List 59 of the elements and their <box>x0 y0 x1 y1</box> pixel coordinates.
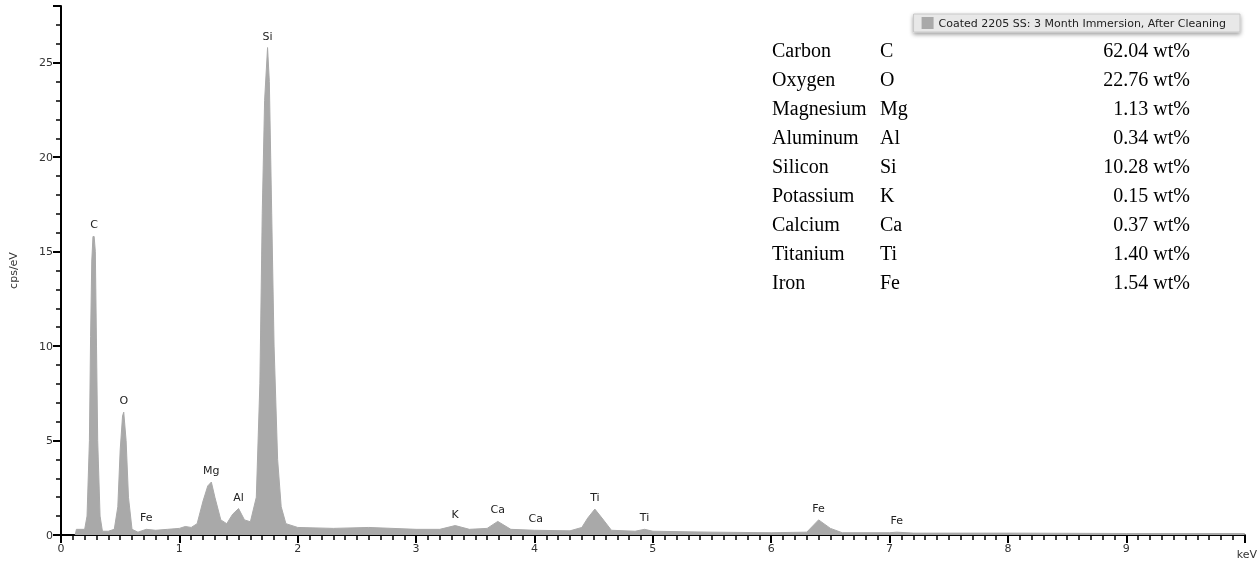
annotation: Ca <box>490 503 506 517</box>
annotation: Ca <box>880 213 903 235</box>
annotation: Potassium <box>772 184 855 206</box>
annotation: Si <box>262 29 273 43</box>
x-axis-title: keV <box>1236 548 1258 561</box>
y-tick-label: 20 <box>39 150 53 164</box>
x-tick-label: 8 <box>1004 542 1012 555</box>
x-tick-label: 2 <box>294 542 302 555</box>
annotation: 1.13 wt% <box>1113 97 1190 119</box>
annotation: Fe <box>880 271 901 293</box>
annotation: O <box>880 68 895 90</box>
y-tick-label: 10 <box>39 339 53 353</box>
annotation: 62.04 wt% <box>1103 39 1190 61</box>
annotation: 10.28 wt% <box>1103 155 1190 177</box>
y-axis-title: cps/eV <box>7 251 20 289</box>
legend-label: Coated 2205 SS: 3 Month Immersion, After Cleaning <box>938 16 1227 30</box>
annotation: Ti <box>638 511 650 525</box>
annotation: Mg <box>880 97 908 120</box>
annotation: Fe <box>812 501 826 515</box>
y-tick-label: 5 <box>46 434 53 448</box>
annotation: Aluminum <box>772 126 860 148</box>
annotation: Oxygen <box>772 68 836 91</box>
annotation: 1.40 wt% <box>1113 242 1190 264</box>
annotation: C <box>90 218 99 232</box>
annotation: Ti <box>589 491 600 505</box>
annotation: Mg <box>203 464 220 478</box>
x-tick-label: 9 <box>1122 542 1130 555</box>
x-tick-label: 1 <box>175 542 183 555</box>
annotation: Ti <box>880 242 898 264</box>
annotation: Iron <box>772 271 806 293</box>
annotation: Al <box>233 490 244 504</box>
annotation: Ca <box>528 512 543 526</box>
y-tick-label: 0 <box>46 528 53 542</box>
annotation: Magnesium <box>772 97 867 120</box>
x-tick-label: 4 <box>530 542 538 555</box>
annotation: O <box>119 394 129 408</box>
x-tick-label: 5 <box>649 542 657 555</box>
annotation: 0.15 wt% <box>1113 184 1190 206</box>
annotation: 0.34 wt% <box>1113 126 1190 148</box>
annotation: 22.76 wt% <box>1103 68 1190 90</box>
x-tick-label: 0 <box>57 542 65 555</box>
annotation: K <box>451 507 460 521</box>
x-tick-label: 6 <box>767 542 775 555</box>
annotation: Al <box>880 126 901 148</box>
annotation: Silicon <box>772 155 829 177</box>
x-tick-label: 7 <box>886 542 894 555</box>
annotation: Fe <box>139 511 153 525</box>
annotation: 1.54 wt% <box>1113 271 1190 293</box>
annotation: Si <box>880 155 898 177</box>
annotation: 0.37 wt% <box>1113 213 1190 235</box>
annotation: Titanium <box>772 242 846 264</box>
y-tick-label: 25 <box>39 56 53 70</box>
annotation: Carbon <box>772 39 831 61</box>
y-tick-label: 15 <box>39 245 53 259</box>
annotation: C <box>880 39 894 61</box>
annotation: Fe <box>890 514 904 528</box>
x-tick-label: 3 <box>412 542 420 555</box>
annotation: Calcium <box>772 213 841 235</box>
annotation: K <box>880 184 895 206</box>
